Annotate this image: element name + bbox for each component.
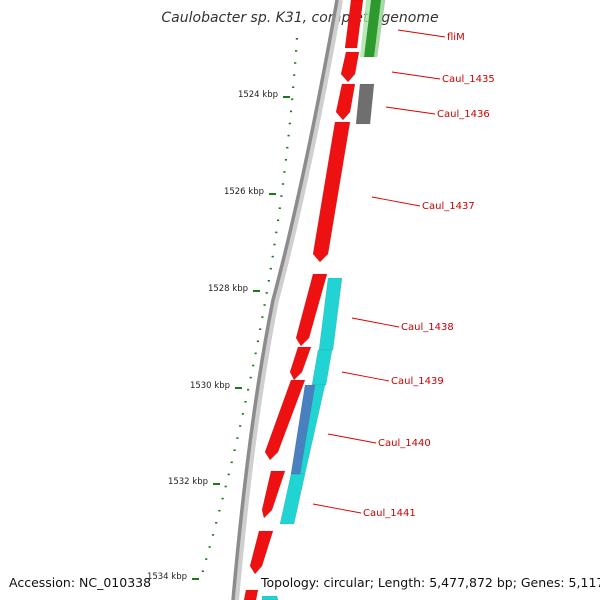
tick-mark (244, 401, 247, 403)
gene-caul-1436-outer (355, 83, 375, 125)
topology-text: Topology: circular; Length: 5,477,872 bp… (260, 575, 600, 590)
gene-label: Caul_1436 (437, 109, 490, 120)
fliM-highlight-2 (374, 0, 385, 57)
tick-mark (227, 473, 230, 476)
tick-mark (295, 38, 298, 40)
tick-mark (233, 449, 236, 451)
label-leader-line (341, 371, 390, 382)
fliM-highlight (360, 0, 371, 57)
kbp-label: 1524 kbp (238, 90, 278, 100)
major-tick-mark (253, 290, 260, 292)
tick-mark (287, 134, 290, 137)
tick-mark (288, 122, 291, 125)
tick-mark (249, 376, 252, 379)
label-leader-line (351, 317, 400, 328)
genome-title: Caulobacter sp. K31, complete genome (161, 10, 438, 26)
tick-mark (208, 546, 211, 548)
overlap-feature (290, 384, 316, 475)
tick-mark (239, 425, 242, 427)
tick-mark (252, 364, 255, 367)
gene-caul-1438-outer (318, 277, 343, 351)
gene-caul-1439-outer (311, 349, 333, 386)
tick-mark (261, 316, 264, 318)
label-leader-line (312, 503, 362, 514)
tick-mark (263, 304, 266, 306)
gene-caul-1435-arrow (340, 51, 360, 83)
tick-mark (215, 522, 218, 524)
tick-mark (289, 110, 293, 113)
gene-label: Caul_1441 (363, 508, 416, 519)
tick-mark (256, 340, 259, 343)
tick-mark (283, 171, 286, 173)
tick-mark (201, 570, 204, 572)
tick-mark (265, 292, 268, 294)
label-leader-line (385, 106, 436, 115)
tick-mark (267, 280, 270, 282)
tick-mark (284, 159, 287, 161)
kbp-label: 1530 kbp (190, 381, 230, 391)
gene-caul-1438-arrow (295, 273, 328, 347)
gene-labels: fliM Caul_1435 Caul_1436 Caul_1437 Caul_1438… (312, 29, 495, 519)
gene-label: fliM (447, 32, 465, 43)
gene-caul-1436-arrow (335, 83, 356, 121)
major-tick-mark (269, 193, 276, 195)
major-tick-mark (283, 96, 290, 98)
label-leader-line (371, 196, 421, 207)
tick-mark (277, 219, 280, 222)
gene-label: Caul_1439 (391, 376, 444, 387)
tick-mark (221, 497, 224, 500)
kbp-label: 1534 kbp (147, 572, 187, 582)
tick-mark (293, 74, 296, 76)
tick-mark (236, 437, 239, 439)
gene-caul-1441-outer (279, 473, 306, 525)
gene-caul-1437-arrow (312, 121, 351, 263)
tick-mark (280, 195, 283, 197)
tick-mark (275, 231, 278, 234)
gene-caul-1440-arrow (264, 379, 306, 461)
tick-mark (224, 485, 227, 488)
kbp-label: 1528 kbp (208, 284, 248, 294)
gene-label: Caul_1438 (401, 322, 454, 333)
tick-mark (241, 413, 244, 415)
tick-mark (254, 352, 257, 355)
tick-mark (211, 534, 215, 536)
tick-mark (269, 267, 272, 270)
tick-mark (205, 558, 208, 560)
kbp-label: 1532 kbp (168, 477, 208, 487)
tick-mark (281, 183, 284, 185)
gene-fliM-block (344, 0, 364, 49)
tick-mark (278, 207, 281, 209)
kbp-label: 1526 kbp (224, 187, 264, 197)
gene-label: Caul_1435 (442, 74, 495, 85)
major-tick-mark (192, 578, 199, 580)
major-tick-mark (213, 483, 220, 485)
tick-mark (286, 146, 289, 149)
gene-next-outer (261, 595, 279, 600)
genome-backbone (231, 0, 343, 600)
label-leader-line (397, 29, 446, 38)
label-leader-line (327, 433, 377, 444)
gene-next-arrow (249, 530, 274, 575)
major-tick-mark (235, 387, 242, 389)
tick-mark (273, 243, 276, 246)
label-leader-line (391, 71, 441, 80)
tick-mark (294, 62, 297, 64)
accession-text: Accession: NC_010338 (9, 575, 151, 590)
gene-label: Caul_1437 (422, 201, 475, 212)
gene-caul-1439-arrow (289, 346, 312, 381)
gene-caul-1441-arrow (261, 470, 286, 519)
tick-mark (218, 509, 221, 512)
tick-mark (295, 50, 298, 52)
tick-mark (259, 328, 262, 330)
gene-label: Caul_1440 (378, 438, 431, 449)
tick-mark (230, 461, 233, 464)
tick-mark (292, 86, 295, 88)
tick-mark (247, 388, 250, 391)
gene-features (243, 0, 386, 600)
gene-next-arrow-2 (243, 589, 259, 600)
tick-track: 1524 kbp 1526 kbp 1528 kbp 1530 kbp 1532 kbp… (147, 38, 298, 582)
tick-mark (271, 255, 274, 258)
tick-mark (291, 98, 294, 101)
